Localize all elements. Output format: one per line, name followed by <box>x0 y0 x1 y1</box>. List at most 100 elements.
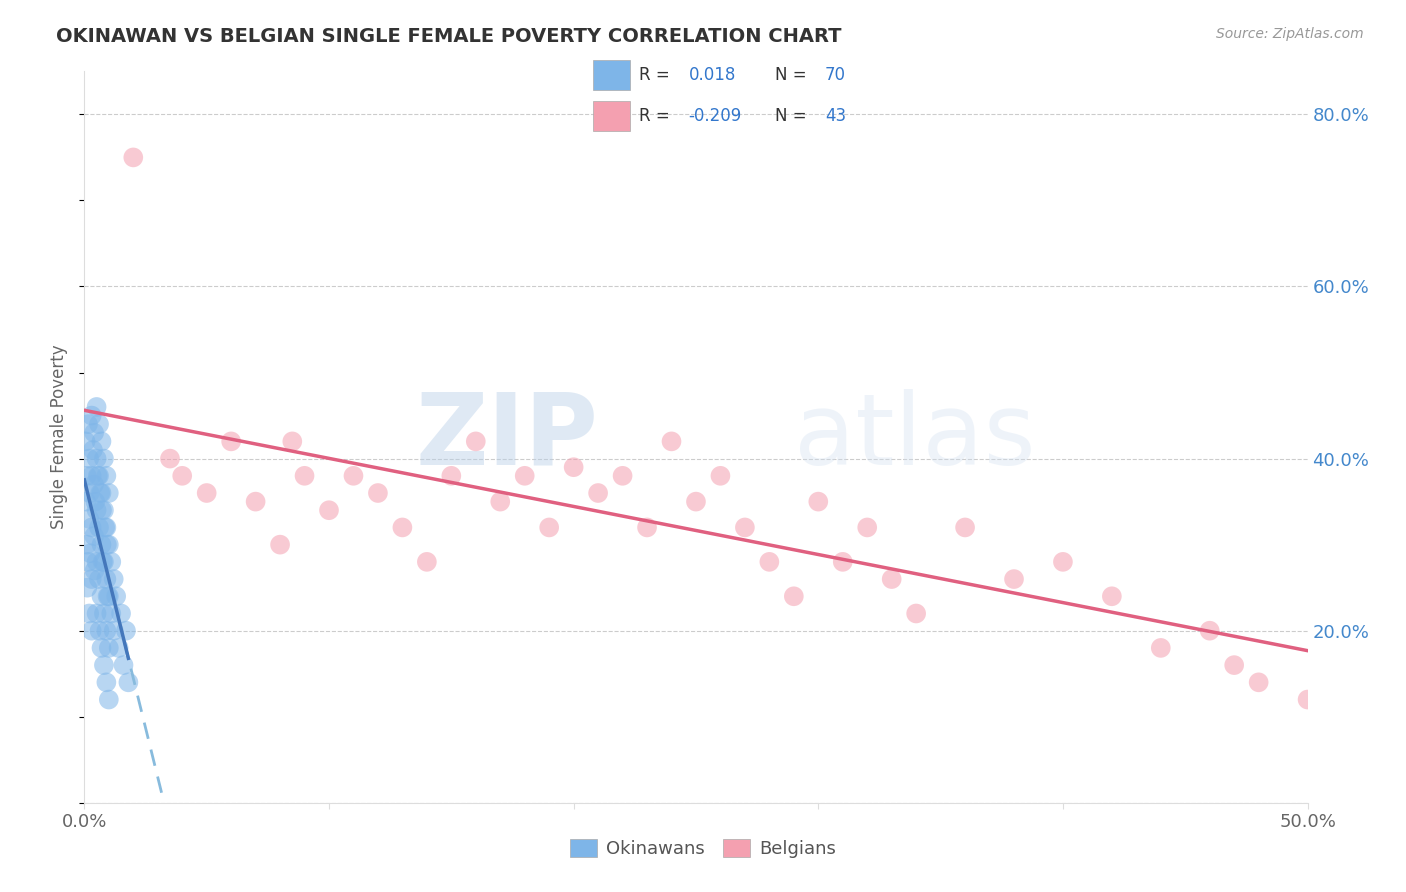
Point <box>93 451 115 466</box>
Text: Source: ZipAtlas.com: Source: ZipAtlas.com <box>1216 27 1364 41</box>
Point <box>100 607 122 621</box>
Point <box>112 658 135 673</box>
Text: 43: 43 <box>825 107 846 125</box>
Point <box>97 692 120 706</box>
Point <box>97 486 120 500</box>
Point <box>172 468 194 483</box>
Point <box>86 503 108 517</box>
Point <box>107 640 129 655</box>
Point <box>89 486 111 500</box>
Point <box>110 607 132 621</box>
Text: 70: 70 <box>825 66 846 84</box>
Point <box>1296 692 1319 706</box>
Point <box>87 468 110 483</box>
Point <box>90 640 112 655</box>
Point <box>342 468 364 483</box>
Point <box>856 520 879 534</box>
Point <box>612 468 634 483</box>
Point <box>115 624 138 638</box>
Point <box>90 538 112 552</box>
Point <box>76 538 98 552</box>
Point <box>905 607 928 621</box>
Point <box>80 572 103 586</box>
Point <box>783 589 806 603</box>
Point <box>636 520 658 534</box>
Point <box>1150 640 1173 655</box>
Point <box>90 589 112 603</box>
Text: R =: R = <box>640 107 669 125</box>
Point <box>91 503 114 517</box>
Point <box>97 589 120 603</box>
Legend: Okinawans, Belgians: Okinawans, Belgians <box>562 831 844 865</box>
Point <box>76 581 98 595</box>
Point <box>80 624 103 638</box>
Point <box>1101 589 1123 603</box>
Point <box>90 486 112 500</box>
Point <box>661 434 683 449</box>
Point <box>97 589 120 603</box>
Point <box>880 572 903 586</box>
Point <box>513 468 536 483</box>
Point <box>76 468 98 483</box>
Point <box>93 607 115 621</box>
Point <box>1198 624 1220 638</box>
Point <box>219 434 242 449</box>
Point <box>83 425 105 440</box>
Point <box>195 486 218 500</box>
Point <box>97 538 120 552</box>
Point <box>953 520 976 534</box>
Point <box>709 468 731 483</box>
Point <box>79 486 101 500</box>
Point <box>91 555 114 569</box>
Point <box>77 555 100 569</box>
Bar <box>593 101 630 130</box>
Point <box>685 494 707 508</box>
Point <box>1002 572 1025 586</box>
Point <box>122 150 145 164</box>
Point <box>1247 675 1270 690</box>
Point <box>103 624 125 638</box>
Point <box>117 675 139 690</box>
Point <box>77 451 100 466</box>
Point <box>318 503 340 517</box>
Text: OKINAWAN VS BELGIAN SINGLE FEMALE POVERTY CORRELATION CHART: OKINAWAN VS BELGIAN SINGLE FEMALE POVERT… <box>56 27 842 45</box>
Text: N =: N = <box>775 107 807 125</box>
Point <box>75 434 97 449</box>
Point <box>538 520 561 534</box>
Point <box>294 468 316 483</box>
Point <box>245 494 267 508</box>
Point <box>159 451 181 466</box>
Point <box>1223 658 1246 673</box>
Point <box>96 538 118 552</box>
Y-axis label: Single Female Poverty: Single Female Poverty <box>51 345 69 529</box>
Point <box>86 555 108 569</box>
Text: atlas: atlas <box>794 389 1035 485</box>
Point <box>96 624 118 638</box>
Point <box>97 640 120 655</box>
Point <box>87 520 110 534</box>
Point <box>77 417 100 432</box>
Bar <box>593 61 630 90</box>
Point <box>83 477 105 491</box>
Point <box>83 564 105 578</box>
Point <box>87 572 110 586</box>
Point <box>562 460 585 475</box>
Point <box>464 434 486 449</box>
Point <box>90 434 112 449</box>
Point <box>83 529 105 543</box>
Point <box>77 607 100 621</box>
Point <box>96 468 118 483</box>
Point <box>440 468 463 483</box>
Point <box>79 546 101 560</box>
Point <box>831 555 853 569</box>
Point <box>96 520 118 534</box>
Point <box>77 512 100 526</box>
Point <box>86 400 108 414</box>
Point <box>586 486 609 500</box>
Point <box>807 494 830 508</box>
Point <box>86 607 108 621</box>
Point <box>734 520 756 534</box>
Point <box>1052 555 1074 569</box>
Point <box>100 555 122 569</box>
Point <box>80 520 103 534</box>
